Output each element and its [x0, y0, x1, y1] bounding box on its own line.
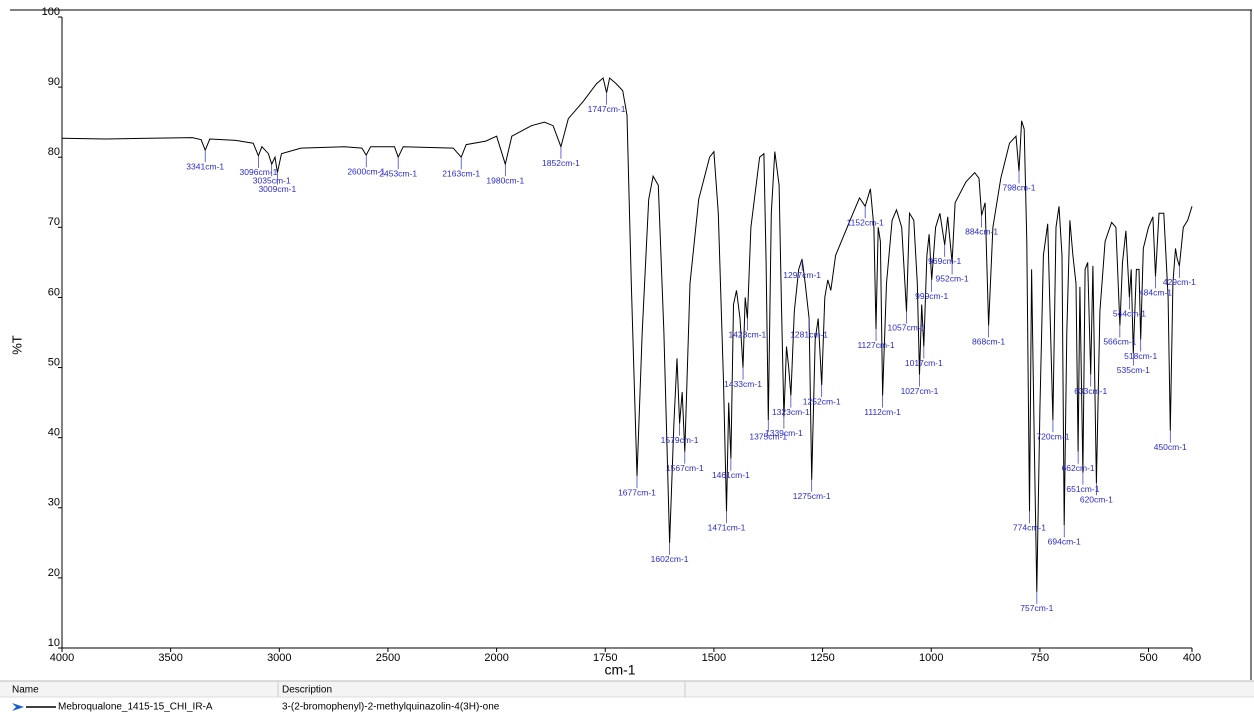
peak-label: 1677cm-1: [618, 487, 656, 497]
peak-label: 757cm-1: [1020, 603, 1053, 613]
peak-label: 1297cm-1: [783, 270, 821, 280]
peak-label: 1057cm-1: [888, 323, 926, 333]
y-tick-label: 40: [48, 427, 60, 439]
x-tick-label: 2500: [376, 652, 400, 664]
y-tick-label: 70: [48, 216, 60, 228]
x-tick-label: 1000: [919, 652, 943, 664]
peak-label: 518cm-1: [1124, 351, 1157, 361]
y-tick-label: 30: [48, 497, 60, 509]
table-header-bg: [0, 681, 1254, 697]
peak-label: 1471cm-1: [708, 523, 746, 533]
y-tick-label: 60: [48, 286, 60, 298]
peak-label: 774cm-1: [1013, 523, 1046, 533]
peak-label: 999cm-1: [915, 291, 948, 301]
x-axis-label: cm-1: [604, 662, 635, 678]
description: 3-(2-bromophenyl)-2-methylquinazolin-4(3…: [282, 702, 500, 713]
peak-label: 1461cm-1: [712, 470, 750, 480]
peak-label: 1423cm-1: [728, 330, 766, 340]
x-tick-label: 1250: [810, 652, 834, 664]
peak-label: 2453cm-1: [379, 168, 417, 178]
legend-label[interactable]: Mebroqualone_1415-15_CHI_IR-A: [58, 702, 213, 713]
peak-label: 1852cm-1: [542, 158, 580, 168]
peak-label: 1127cm-1: [857, 340, 894, 350]
peak-label: 1567cm-1: [666, 463, 704, 473]
x-tick-label: 1500: [702, 652, 726, 664]
peak-label: 694cm-1: [1048, 537, 1081, 547]
peak-label: 2600cm-1: [347, 166, 385, 176]
peak-label: 1252cm-1: [803, 396, 841, 406]
peak-label: 620cm-1: [1080, 494, 1113, 504]
peak-label: 1323cm-1: [772, 407, 810, 417]
peak-label: 544cm-1: [1113, 309, 1146, 319]
peak-label: 633cm-1: [1074, 386, 1107, 396]
x-tick-label: 3500: [158, 652, 182, 664]
peak-label: 1579cm-1: [661, 435, 699, 445]
peak-label: 868cm-1: [972, 337, 1005, 347]
x-tick-label: 1750: [593, 652, 617, 664]
table-header: Name: [12, 685, 39, 696]
y-tick-label: 100: [42, 6, 60, 18]
y-tick-label: 90: [48, 76, 60, 88]
y-tick-label: 10: [48, 637, 60, 649]
peak-label: 1747cm-1: [588, 104, 626, 114]
y-tick-label: 50: [48, 356, 60, 368]
peak-label: 1980cm-1: [486, 175, 524, 185]
peak-label: 484cm-1: [1139, 288, 1172, 298]
peak-label: 651cm-1: [1066, 484, 1099, 494]
peak-label: 1375cm-1: [749, 431, 787, 441]
x-tick-label: 3000: [267, 652, 291, 664]
peak-label: 1433cm-1: [724, 379, 762, 389]
peak-label: 1281cm-1: [790, 330, 828, 340]
chart-bg: [0, 0, 1254, 680]
peak-label: 1017cm-1: [905, 358, 943, 368]
peak-label: 2163cm-1: [442, 168, 480, 178]
x-tick-label: 400: [1183, 652, 1201, 664]
y-tick-label: 20: [48, 567, 60, 579]
y-axis-label: %T: [9, 335, 24, 355]
x-tick-label: 2000: [484, 652, 508, 664]
spectrum-line: [61, 77, 1193, 592]
peak-label: 1027cm-1: [901, 386, 939, 396]
row-selector[interactable]: [12, 703, 24, 711]
peak-label: 3035cm-1: [253, 175, 291, 185]
peak-label: 3341cm-1: [186, 161, 224, 171]
x-tick-label: 4000: [50, 652, 74, 664]
peak-label: 3009cm-1: [258, 184, 296, 194]
x-tick-label: 500: [1139, 652, 1157, 664]
peak-label: 720cm-1: [1036, 431, 1069, 441]
peak-label: 798cm-1: [1002, 182, 1035, 192]
peak-label: 535cm-1: [1117, 365, 1150, 375]
peak-label: 969cm-1: [928, 256, 961, 266]
peak-label: 884cm-1: [965, 227, 998, 237]
peak-label: 566cm-1: [1103, 337, 1136, 347]
x-tick-label: 750: [1031, 652, 1049, 664]
peak-label: 952cm-1: [936, 274, 969, 284]
peak-label: 1112cm-1: [864, 407, 901, 417]
peak-label: 1275cm-1: [793, 491, 831, 501]
peak-label: 1602cm-1: [651, 554, 689, 564]
peak-label: 662cm-1: [1062, 463, 1095, 473]
peak-label: 429cm-1: [1163, 277, 1196, 287]
peak-label: 450cm-1: [1154, 442, 1187, 452]
peak-label: 1152cm-1: [847, 218, 884, 228]
y-tick-label: 80: [48, 146, 60, 158]
peak-label: 3096cm-1: [240, 167, 278, 177]
peak-label: 1339cm-1: [765, 428, 803, 438]
table-header: Description: [282, 685, 332, 696]
